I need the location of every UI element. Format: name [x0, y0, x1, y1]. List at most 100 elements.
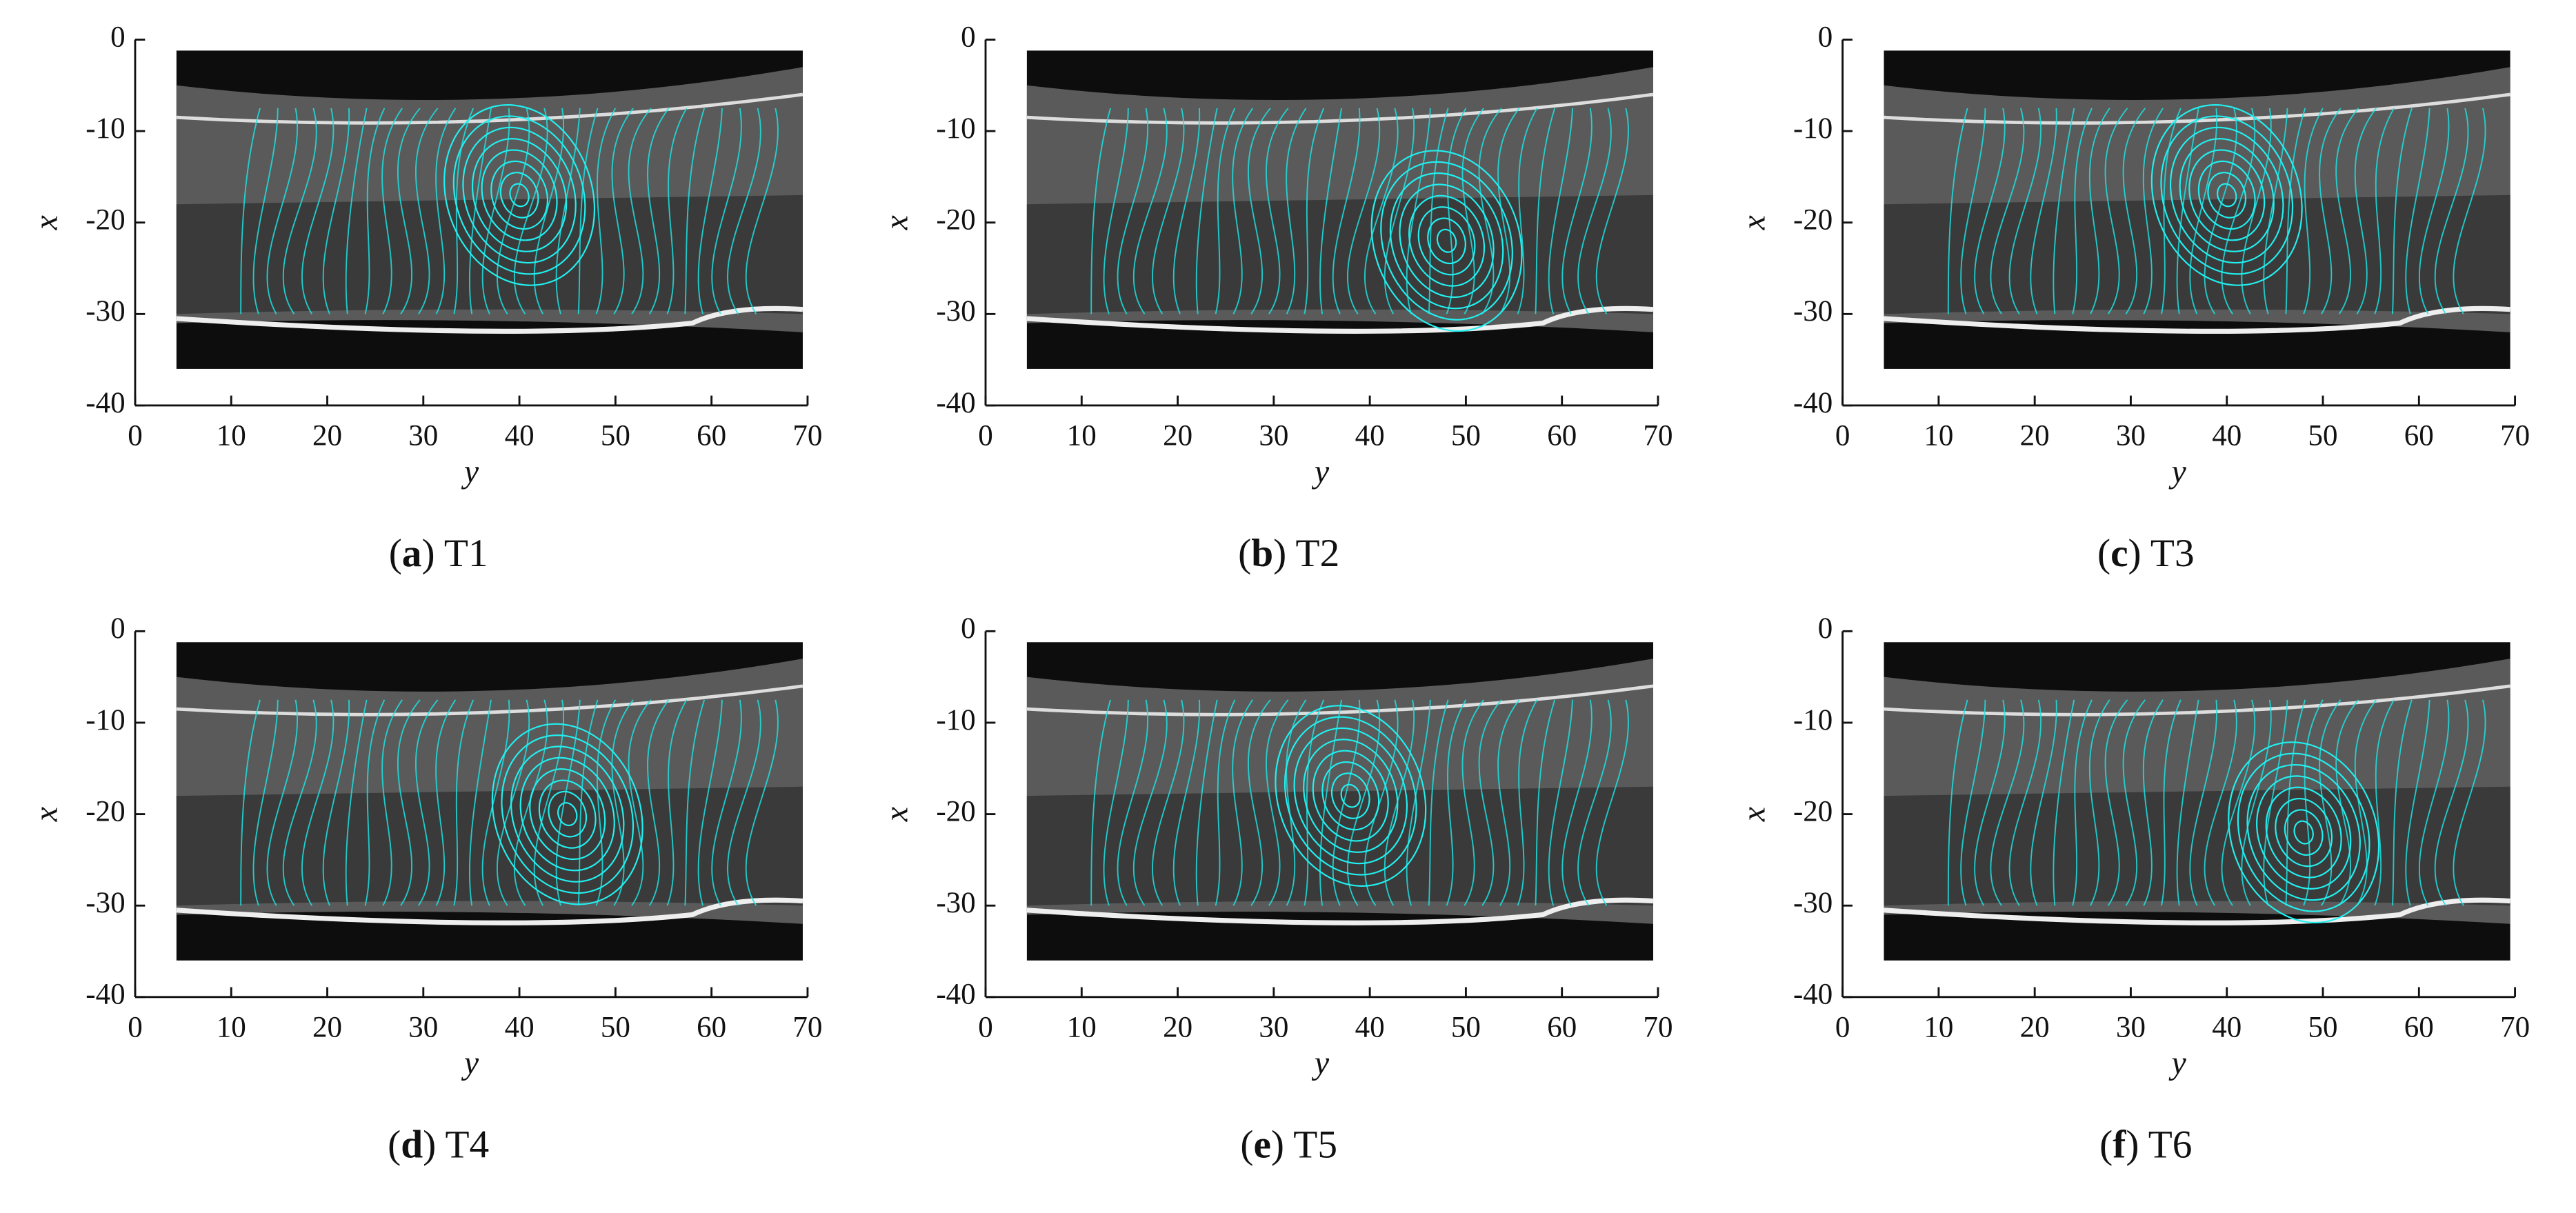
y-axis-label: x	[1735, 807, 1772, 822]
streamline	[2405, 699, 2430, 906]
x-tick-label: 50	[601, 1012, 630, 1044]
streamline	[1517, 108, 1538, 314]
y-tick-label: 0	[110, 612, 126, 645]
y-tick-label: -20	[1793, 204, 1833, 237]
streamline	[2319, 108, 2342, 314]
vortex	[2169, 126, 2284, 264]
streamline	[453, 108, 475, 314]
y-tick-label: 0	[1818, 612, 1833, 645]
caption-rest: ) T6	[2126, 1123, 2192, 1167]
x-tick-label: 20	[312, 1012, 342, 1044]
vortex	[519, 756, 615, 872]
streamline	[1461, 699, 1484, 906]
vortex	[538, 779, 597, 849]
streamline	[2189, 699, 2218, 906]
streamline	[2418, 108, 2450, 314]
streamline	[2241, 108, 2272, 314]
streamline	[1446, 108, 1467, 314]
vortex	[490, 160, 548, 230]
photo-band	[176, 194, 803, 314]
vortex	[2246, 763, 2361, 901]
x-tick-label: 40	[1355, 1012, 1385, 1044]
streamline	[533, 108, 565, 314]
y-tick-label: -10	[86, 704, 125, 736]
streamline	[2303, 699, 2324, 906]
streamline	[435, 108, 457, 314]
vortex	[1417, 206, 1476, 276]
x-tick-label: 0	[978, 420, 993, 452]
caption-letter: d	[401, 1123, 423, 1167]
y-tick-label: 0	[961, 612, 976, 645]
streamline	[1364, 108, 1399, 314]
streamline	[1332, 699, 1361, 906]
panel: 0 10 20 30 40 50 60 70 0 -10 -20 -30 -40 y x (a) T1	[28, 21, 823, 575]
photo-edge	[1026, 305, 1654, 334]
streamline	[282, 108, 317, 314]
streamline	[1548, 108, 1573, 314]
x-tick-label: 0	[128, 1012, 143, 1044]
streamline	[301, 108, 335, 314]
caption-open: (	[389, 532, 402, 575]
streamline	[1478, 699, 1502, 906]
panel: 0 10 20 30 40 50 60 70 0 -10 -20 -30 -40 y x (c) T3	[1735, 21, 2530, 575]
x-axis-label: y	[461, 453, 479, 490]
panel: 0 10 20 30 40 50 60 70 0 -10 -20 -30 -40 y x (b) T2	[879, 21, 1673, 575]
streamline	[1497, 108, 1520, 314]
vortex	[2207, 172, 2247, 219]
vortex	[501, 734, 635, 894]
streamline	[381, 108, 403, 314]
streamline	[282, 699, 317, 906]
x-tick-label: 0	[1835, 1012, 1850, 1044]
y-tick-label: -20	[936, 795, 975, 828]
streamline	[1215, 699, 1236, 906]
vortex	[1312, 750, 1389, 842]
streamline	[1266, 108, 1289, 314]
y-tick-label: -20	[1793, 795, 1833, 828]
streamline	[1446, 699, 1467, 906]
photo-edge	[1026, 897, 1654, 925]
y-tick-label: -40	[86, 979, 125, 1011]
streamline	[2374, 699, 2395, 906]
streamline	[647, 108, 670, 314]
photo-edge	[176, 305, 803, 334]
x-tick-label: 70	[2500, 1012, 2530, 1044]
x-tick-label: 10	[1067, 420, 1097, 452]
streamline	[1595, 699, 1629, 906]
streamline	[2204, 699, 2237, 906]
vortex	[2217, 183, 2237, 208]
streamline	[2161, 699, 2181, 906]
photo-band	[1026, 194, 1654, 314]
streamline	[1346, 699, 1381, 906]
streamline	[727, 699, 761, 906]
x-tick-label: 60	[697, 1012, 726, 1044]
x-tick-label: 60	[1547, 420, 1577, 452]
streamline	[711, 699, 742, 906]
streamline	[266, 108, 299, 314]
streamline	[1384, 699, 1415, 906]
streamline	[1151, 699, 1185, 906]
y-tick-label: -10	[936, 112, 975, 145]
streamline	[1232, 699, 1253, 906]
x-tick-label: 60	[697, 420, 726, 452]
x-tick-label: 60	[2404, 1012, 2434, 1044]
streamline	[628, 108, 652, 314]
y-tick-label: 0	[110, 21, 126, 53]
streamline	[266, 699, 299, 906]
streamline	[697, 699, 723, 906]
streamline	[2122, 108, 2146, 314]
streamline	[2418, 699, 2450, 906]
streamline	[2434, 108, 2469, 314]
x-tick-label: 20	[1163, 1012, 1192, 1044]
caption-letter: c	[2110, 532, 2128, 575]
x-tick-label: 40	[505, 1012, 535, 1044]
streamline	[727, 108, 761, 314]
caption-open: (	[2097, 532, 2110, 575]
streamline	[2176, 699, 2199, 906]
streamline	[595, 108, 617, 314]
panel: 0 10 20 30 40 50 60 70 0 -10 -20 -30 -40 y x (e) T5	[879, 612, 1673, 1167]
streamline	[2263, 108, 2288, 314]
streamline	[2104, 699, 2128, 906]
vortex	[462, 126, 577, 264]
streamline	[1428, 699, 1449, 906]
streamline	[415, 108, 439, 314]
